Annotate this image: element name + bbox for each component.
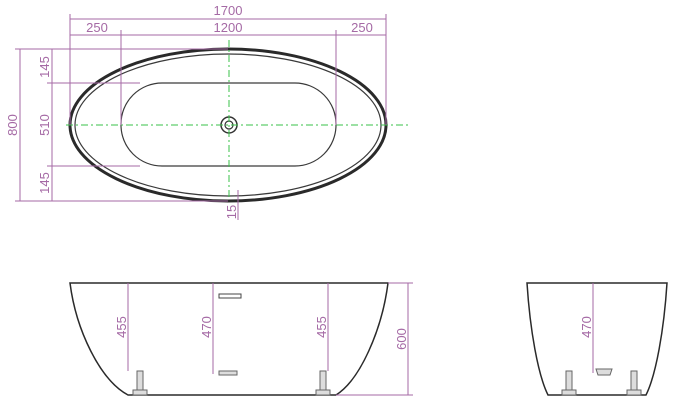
dim-overall-length: 1700 — [214, 3, 243, 18]
front-view: 455 470 455 600 — [69, 282, 413, 396]
dim-end-offset-left: 250 — [86, 20, 108, 35]
dim-overall-height: 600 — [394, 328, 409, 350]
side-foot-right — [626, 370, 642, 396]
side-view: 470 — [526, 282, 668, 396]
dim-left-depth: 455 — [114, 316, 129, 338]
dim-rim-bottom: 145 — [37, 172, 52, 194]
side-drain — [595, 368, 613, 376]
front-tub-body — [69, 282, 389, 396]
dim-overall-width: 800 — [5, 114, 20, 136]
dim-rim-top: 145 — [37, 56, 52, 78]
overflow-slot — [218, 293, 242, 299]
dim-basin-length: 1200 — [214, 20, 243, 35]
front-foot-left — [132, 370, 148, 396]
top-view: 1700 250 1200 250 800 145 510 145 15 — [5, 3, 410, 220]
dim-center-depth: 470 — [199, 316, 214, 338]
dim-right-depth: 455 — [314, 316, 329, 338]
dim-side-depth: 470 — [579, 316, 594, 338]
side-foot-left — [561, 370, 577, 396]
side-tub-body — [526, 282, 668, 396]
front-drain — [218, 370, 238, 376]
front-foot-right — [315, 370, 331, 396]
dim-end-offset-right: 250 — [351, 20, 373, 35]
dim-drain-offset: 15 — [224, 205, 239, 219]
dim-basin-width: 510 — [37, 114, 52, 136]
